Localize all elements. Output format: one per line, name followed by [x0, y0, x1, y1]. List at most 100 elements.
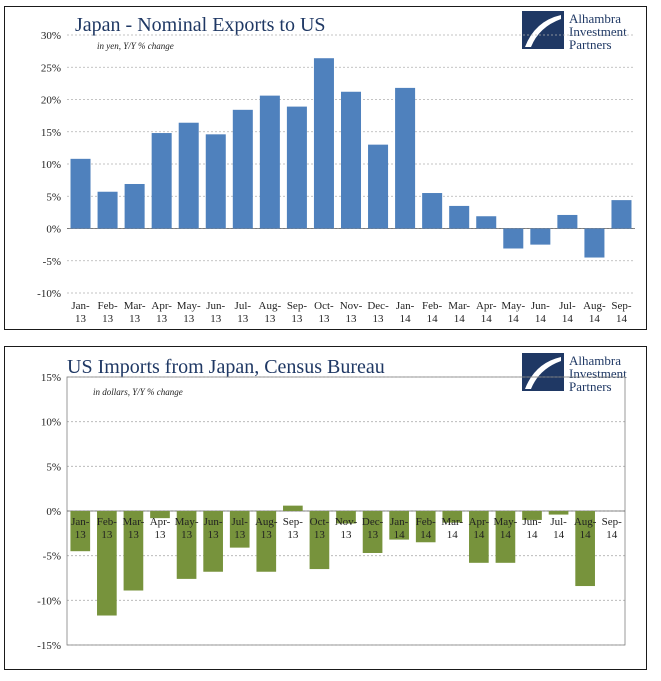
x-tick-label: Sep-	[611, 300, 632, 312]
x-tick-label: Jun-	[531, 300, 550, 312]
y-tick-label: 10%	[41, 417, 61, 429]
bar	[287, 107, 307, 229]
x-tick-label: Feb-	[97, 300, 118, 312]
logo: Alhambra Investment Partners	[522, 353, 627, 394]
x-tick-label: Sep-	[283, 516, 304, 528]
x-tick-label: Jul-	[559, 300, 576, 312]
bar	[530, 229, 550, 245]
x-tick-label: 13	[181, 529, 193, 541]
x-tick-label: 13	[314, 529, 326, 541]
x-tick-label: 13	[155, 529, 167, 541]
bar	[260, 96, 280, 229]
bar	[611, 200, 631, 228]
y-tick-label: 30%	[41, 30, 61, 42]
x-tick-label: 14	[454, 313, 466, 325]
y-tick-label: 20%	[41, 95, 61, 107]
bar	[395, 88, 415, 229]
x-tick-label: Mar-	[448, 300, 470, 312]
x-tick-label: 14	[447, 529, 459, 541]
x-tick-label: 13	[346, 313, 358, 325]
y-tick-label: -10%	[37, 595, 61, 607]
x-tick-label: Jan-	[71, 516, 90, 528]
x-tick-label: 13	[208, 529, 220, 541]
x-tick-label: 14	[606, 529, 618, 541]
x-tick-label: 13	[156, 313, 168, 325]
x-tick-label: Dec-	[362, 516, 384, 528]
x-tick-label: 13	[367, 529, 379, 541]
x-tick-label: 14	[400, 313, 412, 325]
x-tick-label: 13	[373, 313, 385, 325]
x-tick-label: Jul-	[231, 516, 248, 528]
x-tick-label: Dec-	[367, 300, 389, 312]
bar	[206, 134, 226, 228]
y-tick-label: 25%	[41, 62, 61, 74]
x-tick-label: 14	[527, 529, 539, 541]
bar	[476, 216, 496, 228]
x-tick-label: 14	[500, 529, 512, 541]
x-tick-label: May-	[494, 516, 518, 528]
x-tick-label: 14	[580, 529, 592, 541]
x-tick-label: 13	[341, 529, 353, 541]
imports-chart: US Imports from Japan, Census Bureau in …	[5, 347, 646, 669]
x-tick-label: Nov-	[335, 516, 358, 528]
x-tick-label: Oct-	[310, 516, 330, 528]
exports-chart: Japan - Nominal Exports to US in yen, Y/…	[5, 7, 646, 329]
x-tick-label: Apr-	[469, 516, 490, 528]
x-tick-label: 14	[616, 313, 628, 325]
y-tick-label: 15%	[41, 372, 61, 384]
x-tick-label: 13	[75, 529, 87, 541]
x-tick-label: Apr-	[476, 300, 497, 312]
x-tick-label: Mar-	[123, 516, 145, 528]
x-tick-label: 14	[589, 313, 601, 325]
chart-title: Japan - Nominal Exports to US	[75, 14, 326, 36]
x-tick-label: Mar-	[441, 516, 463, 528]
x-tick-label: Nov-	[340, 300, 363, 312]
x-tick-label: 13	[237, 313, 249, 325]
y-tick-label: 15%	[41, 127, 61, 139]
x-tick-label: Jun-	[204, 516, 223, 528]
bar	[341, 92, 361, 229]
x-tick-label: 14	[535, 313, 547, 325]
x-tick-label: Feb-	[416, 516, 437, 528]
x-tick-label: Jan-	[71, 300, 90, 312]
x-tick-label: Aug-	[255, 516, 278, 528]
x-tick-label: 13	[318, 313, 330, 325]
chart-subtitle: in yen, Y/Y % change	[97, 41, 174, 51]
y-tick-label: -5%	[43, 551, 61, 563]
x-tick-label: 13	[101, 529, 113, 541]
bar	[449, 206, 469, 229]
x-tick-label: 14	[481, 313, 493, 325]
x-tick-label: Apr-	[151, 300, 172, 312]
bar	[503, 229, 523, 249]
logo: Alhambra Investment Partners	[522, 11, 627, 52]
bar	[152, 133, 172, 228]
x-tick-label: May-	[175, 516, 199, 528]
x-tick-label: Aug-	[583, 300, 606, 312]
x-tick-label: 14	[420, 529, 432, 541]
x-tick-label: Jun-	[206, 300, 225, 312]
x-tick-label: Sep-	[287, 300, 308, 312]
x-tick-label: 13	[261, 529, 273, 541]
x-tick-label: Aug-	[574, 516, 597, 528]
x-tick-label: 13	[102, 313, 114, 325]
bar	[314, 58, 334, 228]
bar	[549, 511, 569, 515]
x-tick-label: May-	[501, 300, 525, 312]
logo-line3: Partners	[569, 379, 612, 394]
x-tick-label: Aug-	[259, 300, 282, 312]
bar	[179, 123, 199, 229]
x-tick-label: Jan-	[390, 516, 409, 528]
bar	[125, 184, 145, 229]
x-tick-label: Jun-	[523, 516, 542, 528]
x-tick-label: 14	[394, 529, 406, 541]
x-tick-label: Oct-	[314, 300, 334, 312]
x-tick-label: 13	[287, 529, 299, 541]
x-tick-label: 13	[210, 313, 222, 325]
x-tick-label: May-	[177, 300, 201, 312]
x-tick-label: 13	[75, 313, 87, 325]
y-tick-label: -5%	[43, 256, 61, 268]
bar	[98, 192, 118, 229]
bar	[283, 506, 303, 511]
x-tick-label: 14	[427, 313, 439, 325]
x-tick-label: 14	[553, 529, 565, 541]
